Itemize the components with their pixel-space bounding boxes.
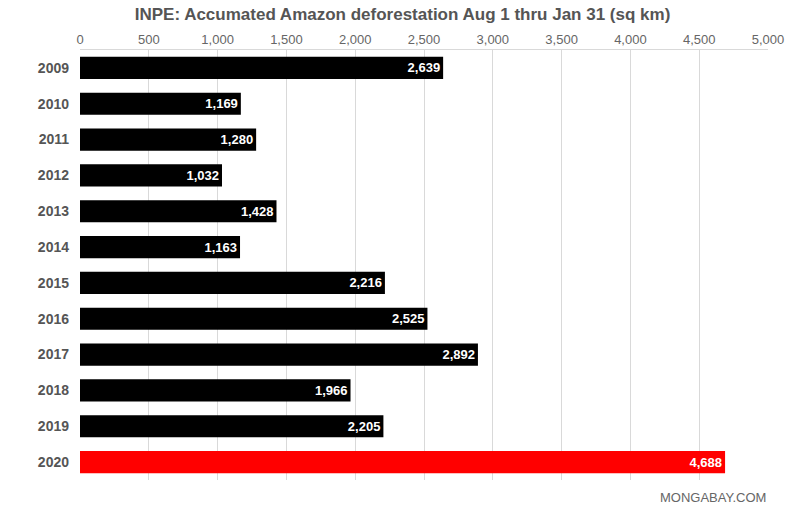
- svg-text:2018: 2018: [38, 382, 69, 398]
- svg-text:4,688: 4,688: [690, 455, 723, 470]
- svg-text:3,000: 3,000: [477, 32, 510, 47]
- svg-text:2019: 2019: [38, 418, 69, 434]
- svg-text:2009: 2009: [38, 60, 69, 76]
- svg-text:5,000: 5,000: [752, 32, 785, 47]
- svg-text:3,500: 3,500: [545, 32, 578, 47]
- svg-text:2014: 2014: [38, 239, 69, 255]
- svg-text:2016: 2016: [38, 311, 69, 327]
- svg-text:2020: 2020: [38, 454, 69, 470]
- svg-text:2013: 2013: [38, 203, 69, 219]
- svg-text:2015: 2015: [38, 275, 69, 291]
- svg-text:2,216: 2,216: [349, 275, 382, 290]
- svg-text:INPE: Accumated Amazon defores: INPE: Accumated Amazon deforestation Aug…: [135, 5, 671, 24]
- svg-text:2,525: 2,525: [392, 311, 425, 326]
- svg-text:0: 0: [76, 32, 83, 47]
- svg-text:MONGABAY.COM: MONGABAY.COM: [660, 490, 766, 505]
- svg-text:2,500: 2,500: [408, 32, 441, 47]
- svg-text:1,280: 1,280: [221, 132, 254, 147]
- svg-text:1,966: 1,966: [315, 383, 348, 398]
- svg-text:1,169: 1,169: [205, 96, 238, 111]
- svg-text:2,000: 2,000: [339, 32, 372, 47]
- svg-text:1,032: 1,032: [186, 168, 219, 183]
- svg-text:2017: 2017: [38, 346, 69, 362]
- svg-text:1,500: 1,500: [270, 32, 303, 47]
- svg-text:1,000: 1,000: [201, 32, 234, 47]
- svg-text:2010: 2010: [38, 96, 69, 112]
- svg-text:2011: 2011: [39, 131, 70, 147]
- svg-text:500: 500: [138, 32, 160, 47]
- svg-text:2,892: 2,892: [442, 347, 475, 362]
- svg-text:2,639: 2,639: [408, 60, 441, 75]
- svg-text:4,000: 4,000: [614, 32, 647, 47]
- svg-text:1,163: 1,163: [204, 240, 237, 255]
- svg-text:1,428: 1,428: [241, 204, 274, 219]
- svg-text:2,205: 2,205: [348, 419, 381, 434]
- svg-text:4,500: 4,500: [683, 32, 716, 47]
- svg-text:2012: 2012: [38, 167, 69, 183]
